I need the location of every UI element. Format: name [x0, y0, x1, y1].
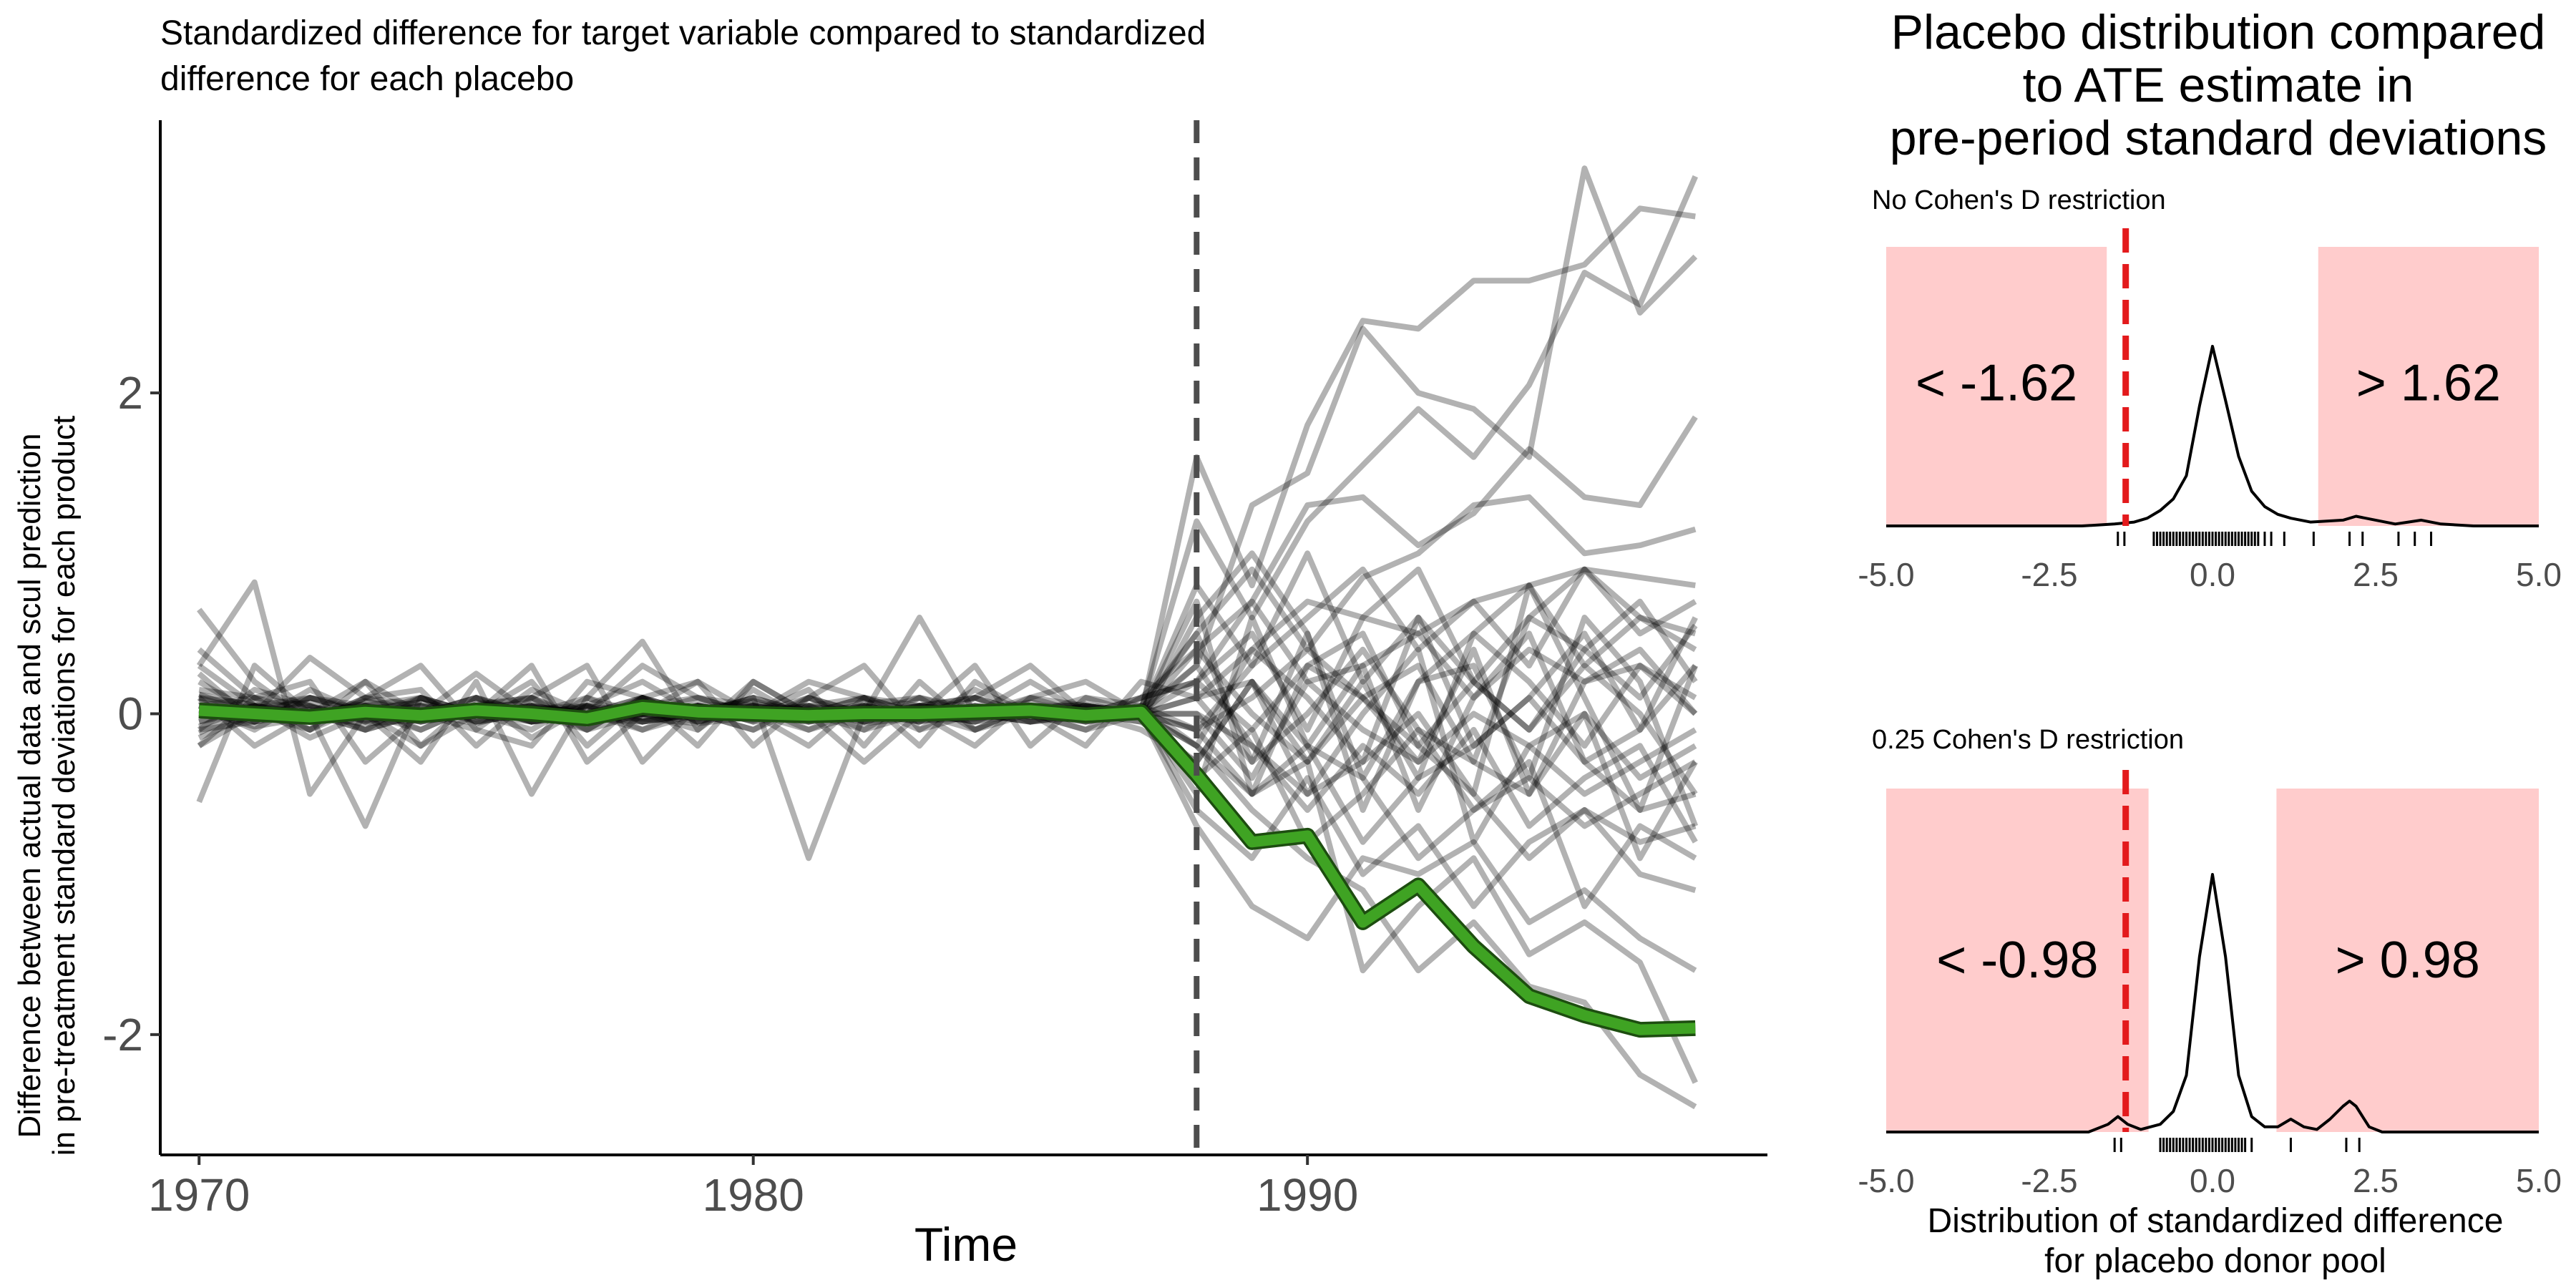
placebo-line [198, 708, 1698, 1084]
y-tick-label: -2 [102, 1009, 143, 1060]
placebo-line [198, 706, 1697, 1110]
main-ylabel-line2: in pre-treatment standard deviations for… [47, 416, 82, 1156]
x-tick-label: 2.5 [2353, 1162, 2399, 1199]
target-line [198, 702, 1696, 1035]
main-title-line1: Standardized difference for target varia… [160, 14, 1206, 52]
x-tick-label: 1980 [703, 1169, 804, 1221]
left-tail-label: < -0.98 [1936, 932, 2098, 989]
placebo-line [196, 579, 1699, 813]
main-title-line2: difference for each placebo [160, 60, 574, 98]
side-title-line3: pre-period standard deviations [1890, 111, 2547, 165]
x-tick-label: 1990 [1257, 1169, 1358, 1221]
right-tail-label: > 0.98 [2336, 932, 2480, 989]
right-tail-region [2276, 789, 2539, 1132]
density-panel-no-restriction: < -1.62 > 1.62 -5.0 -2.5 0.0 2.5 5.0 [1858, 228, 2562, 593]
left-tail-region [1886, 247, 2107, 526]
placebo-line [197, 615, 1698, 813]
main-plot-area: 2 0 -2 1970 1980 1990 [102, 120, 1767, 1221]
y-tick-label: 0 [117, 688, 143, 739]
side-xlabel-line1: Distribution of standardized difference [1928, 1202, 2504, 1240]
y-tick-label: 2 [117, 367, 143, 419]
placebo-line [197, 608, 1698, 796]
x-tick-label: 0.0 [2190, 1162, 2235, 1199]
x-tick-label: 5.0 [2516, 1162, 2562, 1199]
main-ylabel-line1: Difference between actual data and scul … [12, 434, 47, 1138]
side-title-line2: to ATE estimate in [2023, 58, 2414, 112]
x-tick-label: -5.0 [1858, 556, 1914, 593]
x-tick-label: -2.5 [2021, 556, 2077, 593]
left-tail-label: < -1.62 [1916, 355, 2077, 412]
x-tick-label: -5.0 [1858, 1162, 1914, 1199]
density-curve [1886, 873, 2539, 1133]
x-tick-label: 5.0 [2516, 556, 2562, 593]
main-xlabel: Time [914, 1218, 1018, 1271]
x-tick-label: 0.0 [2190, 556, 2235, 593]
panel2-subtitle: 0.25 Cohen's D restriction [1872, 725, 2184, 755]
right-tail-region [2318, 247, 2539, 526]
density-panel-cohens-d-restriction: < -0.98 > 0.98 -5.0 -2.5 0.0 2.5 5.0 [1858, 770, 2562, 1199]
x-tick-label: -2.5 [2021, 1162, 2077, 1199]
x-tick-label: 1970 [148, 1169, 250, 1221]
left-tail-region [1886, 789, 2149, 1132]
x-tick-label: 2.5 [2353, 556, 2399, 593]
side-title-line1: Placebo distribution compared [1891, 5, 2546, 59]
panel1-subtitle: No Cohen's D restriction [1872, 185, 2166, 215]
right-tail-label: > 1.62 [2356, 355, 2501, 412]
side-xlabel-line2: for placebo donor pool [2044, 1242, 2386, 1280]
